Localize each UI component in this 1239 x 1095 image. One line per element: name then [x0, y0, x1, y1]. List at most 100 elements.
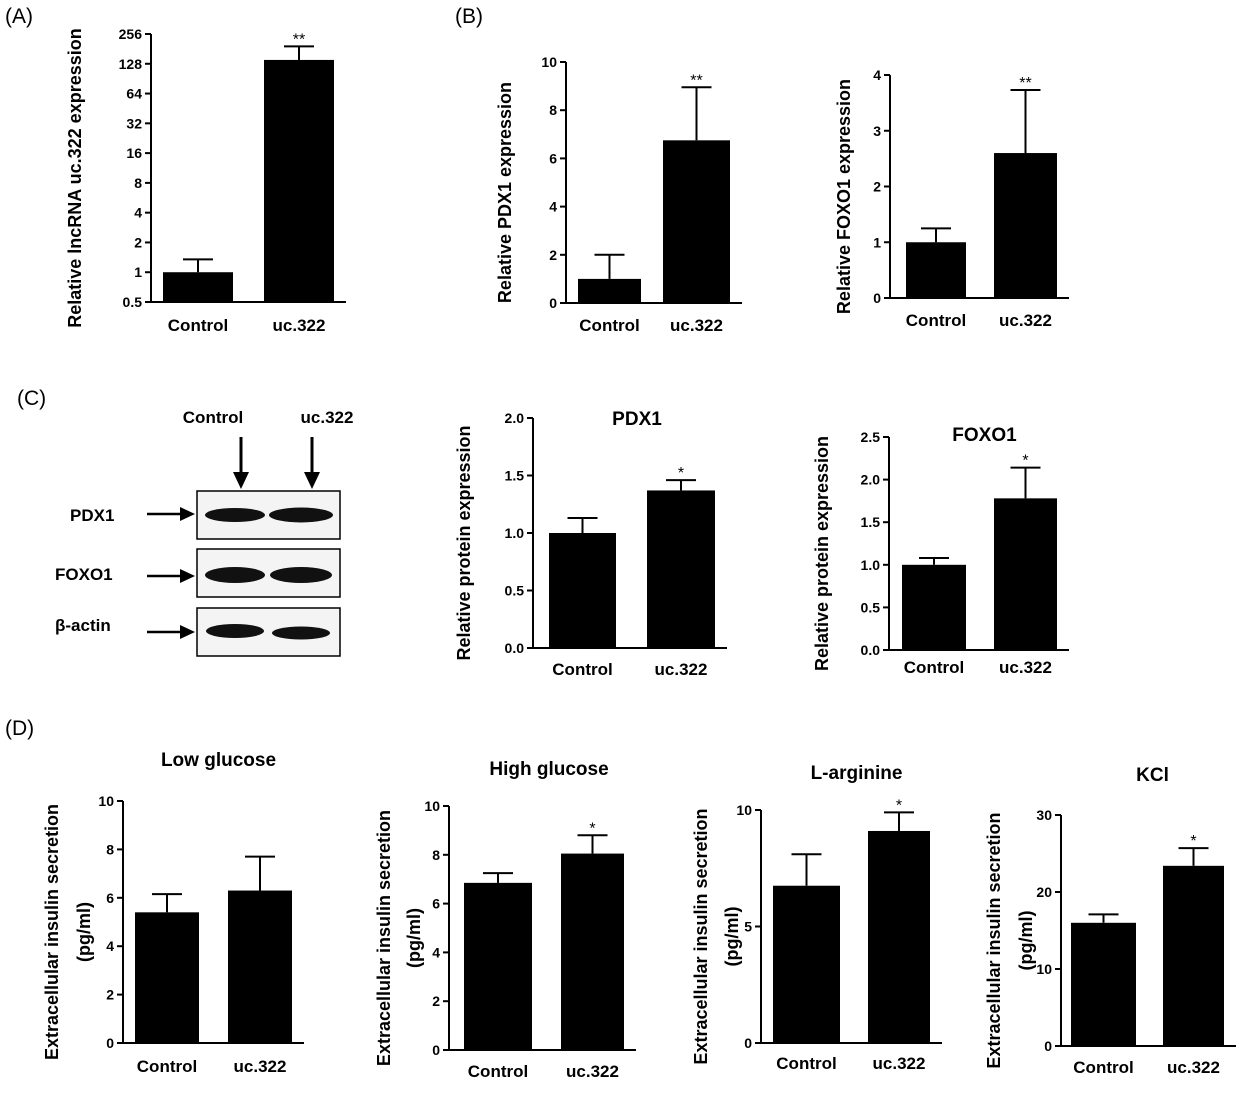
- bar: [647, 490, 715, 648]
- significance-mark: *: [589, 820, 595, 837]
- y-axis-label-unit: (pg/ml): [404, 908, 424, 968]
- y-axis-label: Relative lncRNA uc.322 expression: [65, 28, 85, 327]
- chart-d1: 0 2 4 6 8 10 Control uc.322 Extracellular insuli…: [42, 750, 304, 1076]
- bar: [135, 912, 199, 1043]
- bar: [1163, 865, 1224, 1046]
- y-axis-label-unit: (pg/ml): [722, 907, 742, 967]
- category-label: uc.322: [999, 311, 1052, 330]
- significance-mark: *: [896, 797, 902, 814]
- bar: [994, 153, 1057, 298]
- category-label: uc.322: [670, 316, 723, 335]
- chart-c1: 0.0 0.5 1.0 1.5 2.0 Control * uc.322 Relative pr…: [454, 409, 727, 679]
- y-tick-label: 32: [126, 115, 142, 131]
- bar: [578, 278, 641, 303]
- blot-lane-arrow-uc322: [304, 437, 320, 489]
- y-tick-label: 10: [98, 793, 114, 809]
- y-tick-label: 4: [873, 67, 881, 83]
- y-tick-label: 8: [106, 841, 114, 857]
- y-tick-label: 0: [432, 1042, 440, 1058]
- western-blot: Control uc.322 PDX1 FOXO1 β-actin: [55, 408, 354, 657]
- chart-c2: 0.0 0.5 1.0 1.5 2.0 2.5 Control * uc.322 Relative…: [812, 425, 1069, 677]
- y-tick-label: 256: [119, 26, 143, 42]
- y-tick-label: 1: [873, 234, 881, 250]
- chart-b1: 0 2 4 6 8 10 Control ** uc.322 Relative PDX1 expr…: [495, 54, 742, 335]
- bar: [906, 242, 966, 298]
- y-tick-label: 8: [549, 102, 557, 118]
- category-label: uc.322: [1167, 1058, 1220, 1077]
- y-tick-label: 0.5: [505, 583, 525, 599]
- y-tick-label: 2.5: [861, 429, 881, 445]
- y-axis-label: Extracellular insulin secretion: [691, 808, 711, 1064]
- y-tick-label: 6: [106, 890, 114, 906]
- panel-label-c: (C): [17, 387, 46, 410]
- significance-mark: **: [1019, 75, 1031, 92]
- significance-mark: *: [1190, 833, 1196, 850]
- significance-mark: *: [1022, 453, 1028, 470]
- y-axis-label: Relative protein expression: [454, 425, 474, 660]
- y-axis-label: Extracellular insulin secretion: [42, 804, 62, 1060]
- y-tick-label: 2: [432, 993, 440, 1009]
- y-tick-label: 10: [541, 54, 557, 70]
- blot-band-label-foxo1: FOXO1: [55, 565, 113, 584]
- y-axis-label: Relative protein expression: [812, 436, 832, 671]
- category-label: Control: [168, 316, 228, 335]
- y-tick-label: 0.0: [505, 640, 525, 656]
- chart-title: High glucose: [489, 759, 608, 780]
- y-tick-label: 4: [549, 199, 557, 215]
- blot-lane-arrow-control: [233, 437, 249, 489]
- charts-layer: 0.51248163264128256Control**uc.322Relati…: [42, 26, 1236, 1081]
- category-label: Control: [468, 1062, 528, 1081]
- y-tick-label: 0: [1044, 1038, 1052, 1054]
- bar: [868, 830, 930, 1043]
- blot-strip-pdx1: [196, 490, 341, 540]
- bar: [549, 533, 616, 648]
- blot-lane-label-uc322: uc.322: [301, 408, 354, 427]
- bar: [264, 59, 334, 303]
- bar: [994, 498, 1057, 650]
- blot-lane-label-control: Control: [183, 408, 243, 427]
- significance-mark: **: [690, 72, 702, 89]
- y-tick-label: 2: [873, 179, 881, 195]
- chart-a: 0.5 1 2 4 8 16 32 64 128 256 Control ** uc.322 Relati…: [65, 26, 346, 335]
- bar: [228, 890, 292, 1043]
- chart-title: KCl: [1136, 765, 1169, 786]
- bar: [1071, 922, 1136, 1046]
- y-tick-label: 1.0: [505, 525, 525, 541]
- significance-mark: *: [678, 465, 684, 482]
- blot-row-arrow-actin: [147, 625, 195, 639]
- chart-title: L-arginine: [811, 763, 903, 784]
- category-label: Control: [579, 316, 639, 335]
- panel-label-d: (D): [5, 717, 34, 740]
- category-label: uc.322: [234, 1057, 287, 1076]
- y-tick-label: 0: [873, 290, 881, 306]
- chart-d4: 0 10 20 30 Control * uc.322 Extracellular insul…: [984, 765, 1236, 1077]
- y-axis-label: Relative PDX1 expression: [495, 82, 515, 303]
- chart-b2: 0 1 2 3 4 Control ** uc.322 Relative FOXO1 expre…: [834, 67, 1069, 330]
- y-tick-label: 0.5: [861, 599, 881, 615]
- y-tick-label: 0: [549, 295, 557, 311]
- category-label: Control: [906, 311, 966, 330]
- y-tick-label: 3: [873, 123, 881, 139]
- y-tick-label: 10: [1036, 961, 1052, 977]
- chart-title: FOXO1: [952, 425, 1017, 446]
- category-label: Control: [1073, 1058, 1133, 1077]
- y-tick-label: 0: [744, 1035, 752, 1051]
- chart-title: Low glucose: [161, 750, 276, 771]
- y-tick-label: 16: [126, 145, 142, 161]
- y-tick-label: 1.0: [861, 557, 881, 573]
- y-tick-label: 1: [134, 264, 142, 280]
- y-tick-label: 0.5: [123, 294, 143, 310]
- bar: [163, 272, 233, 302]
- y-tick-label: 1.5: [505, 468, 525, 484]
- y-axis-label: Extracellular insulin secretion: [984, 812, 1004, 1068]
- bar: [464, 882, 532, 1050]
- category-label: Control: [137, 1057, 197, 1076]
- y-tick-label: 2.0: [505, 410, 525, 426]
- y-tick-label: 5: [744, 919, 752, 935]
- y-tick-label: 64: [126, 86, 142, 102]
- category-label: Control: [904, 658, 964, 677]
- bar: [561, 853, 624, 1050]
- blot-strip-actin: [196, 607, 341, 657]
- blot-strip-foxo1: [196, 548, 341, 598]
